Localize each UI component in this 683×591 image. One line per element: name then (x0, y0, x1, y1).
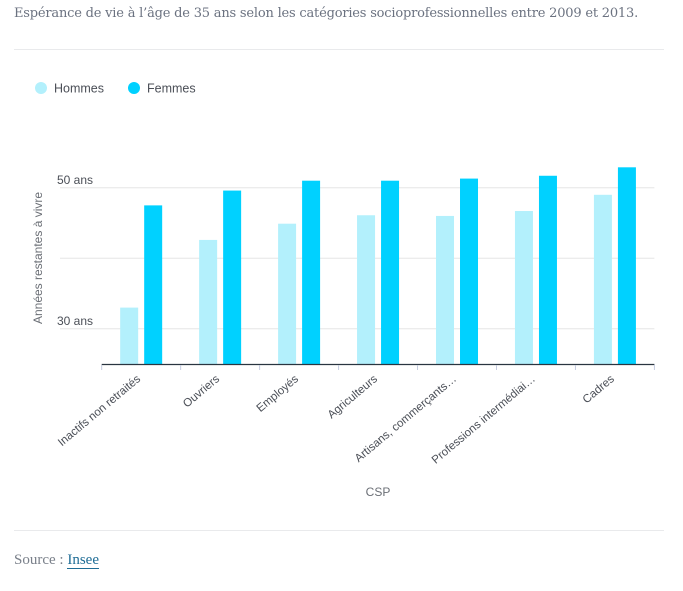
x-tick-label: Inactifs non retraités (56, 373, 143, 449)
x-tick-label: Agriculteurs (326, 373, 380, 421)
bar-hommes[interactable] (199, 239, 218, 364)
legend: Hommes Femmes (35, 82, 196, 96)
bottom-divider (14, 530, 664, 531)
bars (120, 167, 636, 364)
bar-hommes[interactable] (357, 215, 376, 364)
legend-label: Femmes (147, 82, 196, 96)
bar-hommes[interactable] (593, 194, 612, 364)
y-axis-ticks: 30 ans 50 ans (57, 173, 93, 328)
y-axis-title: Années restantes à vivre (31, 192, 45, 324)
legend-item-hommes[interactable]: Hommes (35, 82, 104, 96)
bar-hommes[interactable] (436, 215, 455, 364)
bar-femmes[interactable] (460, 178, 479, 364)
x-axis: Inactifs non retraités Ouvriers Employés Ag… (56, 363, 655, 467)
source-label: Source : (14, 552, 64, 568)
bar-femmes[interactable] (538, 175, 557, 364)
legend-label: Hommes (54, 82, 104, 96)
source-link[interactable]: Insee (67, 552, 99, 569)
x-axis-title: CSP (366, 485, 391, 499)
source-line: Source : Insee (14, 552, 99, 569)
bar-femmes[interactable] (381, 180, 400, 364)
bar-hommes[interactable] (120, 307, 139, 364)
bar-femmes[interactable] (223, 190, 242, 364)
bar-femmes[interactable] (302, 180, 321, 364)
bar-femmes[interactable] (617, 167, 636, 364)
legend-item-femmes[interactable]: Femmes (128, 82, 196, 96)
legend-swatch (128, 82, 140, 94)
x-tick-label: Ouvriers (181, 373, 222, 410)
chart-subtitle: Espérance de vie à l’âge de 35 ans selon… (14, 6, 639, 21)
bar-hommes[interactable] (514, 211, 533, 364)
y-tick-label: 30 ans (57, 314, 93, 328)
legend-swatch (35, 82, 47, 94)
bar-femmes[interactable] (144, 205, 163, 364)
x-tick-label: Cadres (581, 373, 617, 406)
bar-hommes[interactable] (278, 223, 297, 364)
y-tick-label: 50 ans (57, 173, 93, 187)
bar-chart: Hommes Femmes 30 ans 50 ans Années restant… (31, 82, 655, 499)
x-tick-label: Employés (255, 373, 302, 415)
top-divider (14, 49, 664, 50)
